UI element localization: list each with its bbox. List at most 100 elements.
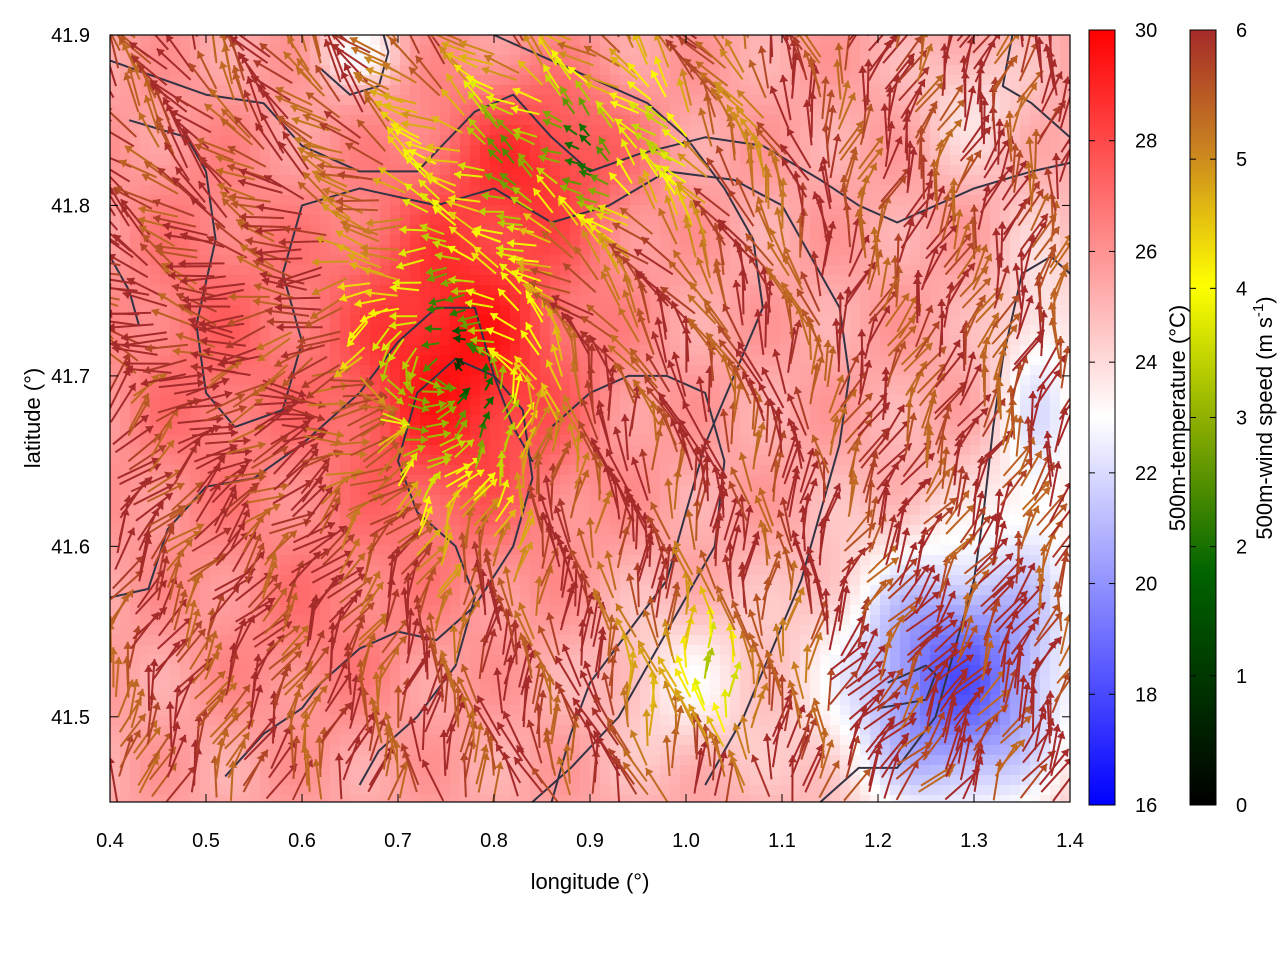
heatmap-cell [220,665,231,676]
heatmap-cell [390,495,401,506]
heatmap-cell [150,775,161,786]
heatmap-cell [750,225,761,236]
heatmap-cell [320,605,331,616]
heatmap-cell [290,35,301,46]
heatmap-cell [240,265,251,276]
heatmap-cell [380,85,391,96]
heatmap-cell [280,785,291,796]
heatmap-cell [300,305,311,316]
heatmap-cell [110,625,121,636]
heatmap-cell [370,595,381,606]
heatmap-cell [140,35,151,46]
heatmap-cell [170,585,181,596]
heatmap-cell [290,685,301,696]
heatmap-cell [230,555,241,566]
heatmap-cell [330,675,341,686]
heatmap-cell [470,625,481,636]
heatmap-cell [740,765,751,776]
heatmap-cell [240,585,251,596]
heatmap-cell [380,485,391,496]
heatmap-cell [400,545,411,556]
heatmap-cell [330,745,341,756]
heatmap-cell [170,285,181,296]
heatmap-cell [170,365,181,376]
heatmap-cell [210,445,221,456]
heatmap-cell [360,625,371,636]
heatmap-cell [110,465,121,476]
heatmap-cell [230,385,241,396]
heatmap-cell [310,65,321,76]
heatmap-cell [440,305,451,316]
heatmap-cell [120,75,131,86]
heatmap-cell [400,155,411,166]
heatmap-cell [370,65,381,76]
heatmap-cell [140,595,151,606]
heatmap-cell [120,35,131,46]
heatmap-cell [430,245,441,256]
heatmap-cell [680,725,691,736]
heatmap-cell [520,75,531,86]
heatmap-cell [380,585,391,596]
heatmap-cell [650,685,661,696]
heatmap-cell [190,355,201,366]
heatmap-cell [430,375,441,386]
heatmap-cell [570,285,581,296]
heatmap-cell [190,375,201,386]
heatmap-cell [200,95,211,106]
heatmap-cell [730,215,741,226]
heatmap-cell [160,165,171,176]
heatmap-cell [230,215,241,226]
heatmap-cell [240,295,251,306]
heatmap-cell [660,705,671,716]
heatmap-cell [210,125,221,136]
heatmap-cell [170,385,181,396]
heatmap-cell [630,525,641,536]
heatmap-cell [270,615,281,626]
heatmap-cell [400,205,411,216]
heatmap-cell [730,35,741,46]
heatmap-cell [300,645,311,656]
heatmap-cell [410,665,421,676]
heatmap-cell [150,585,161,596]
heatmap-cell [220,495,231,506]
heatmap-cell [190,135,201,146]
heatmap-cell [140,745,151,756]
heatmap-cell [410,575,421,586]
heatmap-cell [180,715,191,726]
heatmap-cell [360,355,371,366]
heatmap-cell [270,165,281,176]
heatmap-cell [240,155,251,166]
heatmap-cell [520,345,531,356]
heatmap-cell [300,685,311,696]
heatmap-cell [160,585,171,596]
heatmap-cell [680,245,691,256]
heatmap-cell [340,565,351,576]
heatmap-cell [160,485,171,496]
heatmap-cell [150,115,161,126]
heatmap-cell [150,765,161,776]
heatmap-cell [320,575,331,586]
heatmap-cell [270,785,281,796]
heatmap-cell [130,115,141,126]
heatmap-cell [410,295,421,306]
heatmap-cell [350,695,361,706]
heatmap-cell [350,605,361,616]
heatmap-cell [370,445,381,456]
heatmap-cell [420,745,431,756]
heatmap-cell [120,385,131,396]
heatmap-cell [290,715,301,726]
heatmap-cell [250,475,261,486]
heatmap-cell [350,785,361,796]
heatmap-cell [290,435,301,446]
heatmap-cell [510,335,521,346]
heatmap-cell [340,405,351,416]
heatmap-cell [120,85,131,96]
heatmap-cell [160,65,171,76]
heatmap-cell [230,465,241,476]
heatmap-cell [200,635,211,646]
heatmap-cell [320,215,331,226]
heatmap-cell [580,495,591,506]
heatmap-cell [140,675,151,686]
heatmap-cell [140,145,151,156]
heatmap-cell [670,795,681,802]
